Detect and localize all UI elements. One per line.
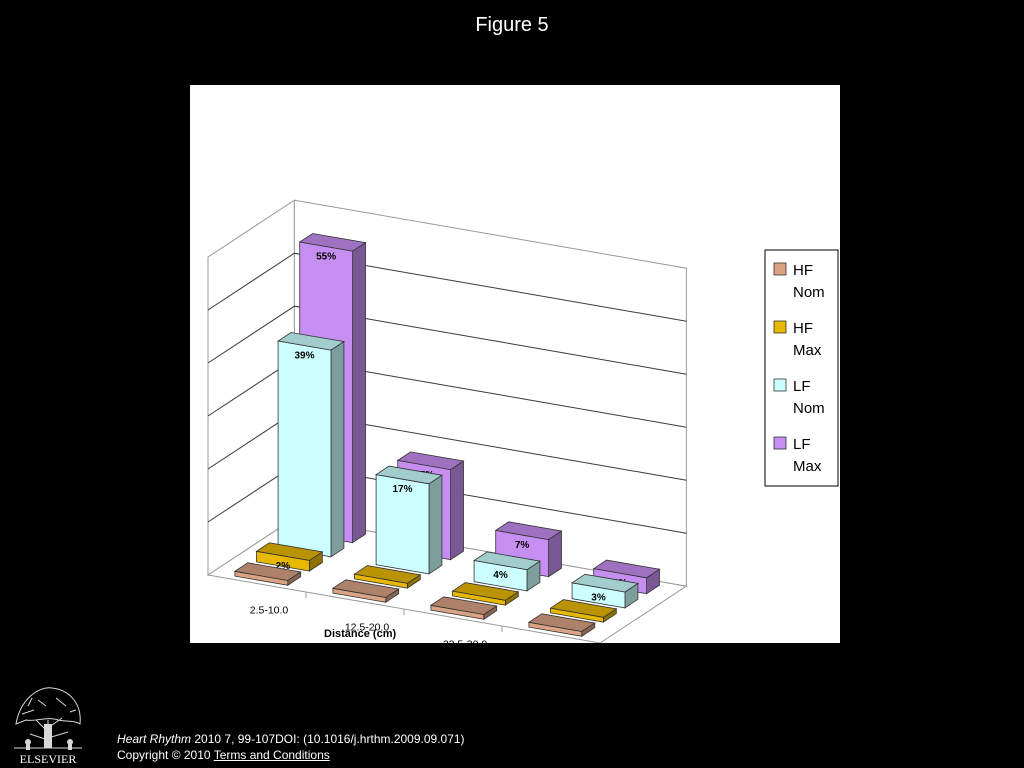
elsevier-logo: ELSEVIER (8, 680, 88, 766)
bar-chart-3d: 3%7%17%55%3%4%17%39%2% 2.5-10.012.5-20.0… (206, 199, 839, 644)
bar-top (473, 551, 541, 571)
bar-top (494, 521, 563, 541)
legend-label: Max (793, 342, 822, 359)
svg-text:ELSEVIER: ELSEVIER (20, 752, 77, 766)
copyright-text: Copyright © 2010 (117, 748, 214, 762)
chart-legend: HF Nom HF Max LF Nom LF Max (764, 249, 839, 487)
legend-swatch (773, 320, 787, 334)
legend-swatch (773, 378, 787, 392)
bar-top (375, 465, 443, 485)
bar (353, 565, 422, 589)
data-label: 55% (316, 252, 336, 263)
legend-label: LF (793, 378, 811, 395)
bar-top (298, 233, 367, 252)
bar: 3% (571, 573, 639, 609)
bar: 17% (375, 465, 443, 575)
bar: 4% (473, 551, 541, 592)
bar-top (255, 542, 324, 561)
bar: 39% (277, 332, 345, 558)
bar-top (527, 613, 596, 632)
bar-top (353, 565, 422, 584)
x-tick-label: 2.5-10.0 (250, 605, 289, 617)
bar-top (571, 573, 639, 593)
bar-top (331, 579, 400, 598)
bar-top (233, 562, 302, 581)
bar (233, 562, 302, 587)
bar: 2% (255, 542, 324, 572)
bar-side (428, 474, 443, 575)
bar-top (592, 559, 661, 579)
citation-footer: Heart Rhythm 2010 7, 99-107DOI: (10.1016… (117, 731, 465, 763)
bar-top (396, 451, 465, 471)
figure-title: Figure 5 (475, 14, 549, 36)
bar (549, 599, 618, 623)
data-label: 39% (294, 351, 314, 362)
x-tick-labels: 2.5-10.012.5-20.022.5-30.032.5-40.0 (250, 605, 488, 644)
x-axis-label: Distance (cm) (324, 628, 396, 640)
bar (527, 613, 596, 638)
bar-top (451, 582, 520, 601)
terms-link[interactable]: Terms and Conditions (213, 748, 330, 762)
bar (331, 579, 400, 604)
legend-label: Nom (793, 400, 825, 417)
legend-label: Nom (793, 284, 825, 301)
x-tick-label: 12.5-20.0 (345, 622, 390, 634)
bar-front (277, 340, 332, 558)
gridline (207, 305, 687, 375)
data-label: 2% (276, 561, 291, 572)
data-label: 7% (515, 540, 530, 551)
bar-top (277, 332, 345, 351)
bar-top (549, 599, 618, 618)
citation-text: 2010 7, 99-107DOI: (10.1016/j.hrthm.2009… (191, 732, 465, 746)
legend-label: HF (793, 320, 813, 337)
bar (429, 596, 498, 621)
bar-side (352, 241, 366, 544)
bar-side (450, 460, 464, 561)
data-label: 4% (493, 570, 508, 581)
journal-name: Heart Rhythm (117, 732, 192, 746)
legend-label: LF (793, 436, 811, 453)
chart-panel: 3%7%17%55%3%4%17%39%2% 2.5-10.012.5-20.0… (190, 85, 840, 643)
bar-side (330, 340, 345, 558)
data-label: 17% (392, 484, 412, 495)
chart-bars: 3%7%17%55%3%4%17%39%2% (233, 233, 661, 638)
gridline (207, 252, 687, 322)
legend-label: HF (793, 262, 813, 279)
bar-top (429, 596, 498, 615)
x-tick-label: 22.5-30.0 (443, 639, 488, 644)
legend-swatch (773, 262, 787, 276)
legend-swatch (773, 436, 787, 450)
bar (451, 582, 520, 606)
legend-label: Max (793, 458, 822, 475)
data-label: 3% (591, 592, 606, 603)
